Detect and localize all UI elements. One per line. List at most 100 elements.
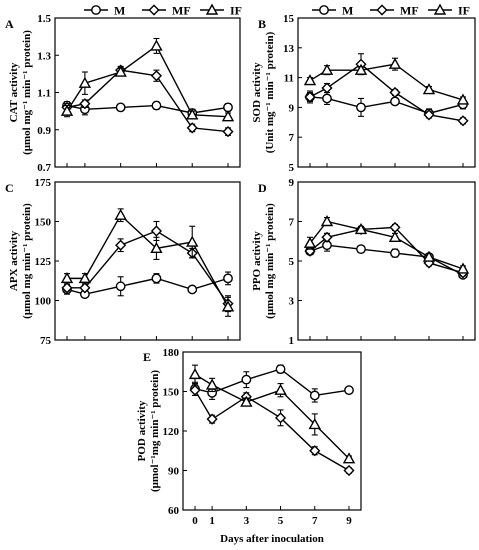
data-point	[61, 282, 73, 294]
y-tick-label: 1.1	[37, 88, 51, 100]
legend-marker	[205, 3, 219, 15]
data-point	[150, 241, 163, 254]
data-point	[321, 82, 333, 94]
series-line	[309, 226, 464, 274]
data-point	[240, 395, 253, 407]
data-point	[356, 102, 366, 113]
data-point	[60, 271, 74, 284]
data-point	[115, 281, 126, 292]
data-point	[344, 385, 354, 396]
legend-label: IF	[458, 4, 470, 18]
y-axis-title: POD activity	[136, 400, 148, 461]
y-tick-label: 90	[168, 466, 180, 478]
series-line	[309, 63, 464, 101]
data-point	[188, 367, 202, 380]
y-tick-label: 5	[289, 256, 295, 268]
legend-entry-if: IF	[428, 4, 470, 18]
data-point	[456, 262, 470, 274]
data-point	[221, 110, 235, 122]
y-tick-label: 0.9	[37, 125, 51, 137]
data-point	[205, 378, 219, 390]
legend: M MF IF	[312, 4, 470, 18]
y-tick-label: 15	[283, 13, 295, 25]
series-line	[309, 244, 464, 276]
x-tick-label: 0	[192, 515, 198, 527]
y-axis-unit: (μmol mg min⁻¹ protein)	[21, 203, 33, 319]
y-axis-title: PPO activity	[251, 231, 263, 291]
data-point	[388, 57, 402, 69]
series-line	[194, 373, 350, 460]
data-point	[187, 284, 198, 295]
y-tick-label: 5	[289, 162, 295, 174]
y-tick-label: 9	[289, 102, 295, 114]
legend-marker	[91, 5, 101, 15]
x-tick-label: 5	[278, 515, 284, 527]
y-tick-label: 75	[40, 335, 52, 347]
data-point	[115, 102, 126, 113]
legend-entry-m: M	[312, 4, 353, 18]
legend: M MF IF	[84, 4, 242, 18]
series-m	[305, 90, 468, 119]
data-point	[354, 222, 368, 235]
y-tick-label: 9	[289, 177, 295, 189]
panel-d: 1 3 5 7 9 D PPO activity (μmol mg min⁻¹ protein…	[251, 177, 476, 347]
series-mf	[304, 53, 469, 127]
data-point	[150, 39, 163, 51]
data-point	[304, 91, 316, 103]
panel-letter: E	[143, 350, 151, 364]
data-point	[222, 126, 234, 138]
data-point	[115, 239, 127, 251]
data-point	[78, 271, 92, 284]
series-if	[303, 215, 470, 274]
y-tick-label: 180	[163, 347, 180, 359]
legend-label: M	[114, 4, 125, 18]
data-point	[343, 464, 355, 477]
y-axis-unit: (Unit mg⁻¹ min⁻¹ protein)	[264, 31, 276, 153]
legend-marker	[148, 4, 160, 16]
x-tick-label: 3	[244, 515, 250, 527]
plot-frame	[54, 17, 241, 168]
x-tick-label: 7	[312, 515, 318, 527]
plot-frame	[54, 181, 241, 341]
data-point	[308, 417, 321, 430]
data-point	[303, 74, 317, 86]
data-point	[186, 108, 199, 120]
series-if	[188, 364, 356, 464]
y-tick-label: 11	[284, 73, 294, 85]
panel-letter: B	[258, 17, 266, 31]
data-point	[186, 235, 199, 247]
data-point	[390, 248, 400, 259]
legend-entry-mf: MF	[370, 4, 419, 18]
data-point	[79, 98, 91, 110]
data-point	[189, 384, 201, 396]
y-tick-label: 1.5	[37, 13, 51, 25]
data-point	[151, 273, 162, 284]
y-tick-label: 7	[289, 217, 295, 229]
data-point	[79, 282, 91, 294]
plot-frame	[297, 17, 476, 168]
data-point	[322, 93, 332, 104]
data-point	[274, 412, 287, 424]
data-point	[422, 83, 436, 95]
panel-b: 5 7 9 11 13 15 B SOD activity (Unit mg⁻¹ min⁻¹ p…	[251, 13, 476, 174]
panel-a: 0.7 0.9 1.1 1.3 1.5 A CAT activity (μmol mg⁻¹ m…	[5, 13, 241, 174]
y-tick-label: 7	[289, 132, 295, 144]
series-line	[309, 96, 464, 115]
legend-entry-mf: MF	[142, 4, 191, 18]
data-point	[389, 86, 401, 99]
data-point	[223, 273, 233, 284]
series-mf	[304, 221, 469, 279]
series-m	[62, 271, 233, 300]
y-tick-label: 60	[168, 505, 180, 517]
y-tick-label: 120	[163, 426, 180, 438]
data-point	[321, 231, 333, 243]
series-mf	[61, 220, 234, 313]
series-line	[194, 389, 350, 472]
y-tick-label: 1	[289, 335, 295, 347]
data-point	[309, 445, 321, 457]
plot-frame	[297, 181, 476, 341]
series-m	[190, 364, 354, 403]
data-point	[342, 452, 356, 464]
data-point	[422, 250, 436, 262]
y-tick-label: 125	[35, 256, 52, 268]
